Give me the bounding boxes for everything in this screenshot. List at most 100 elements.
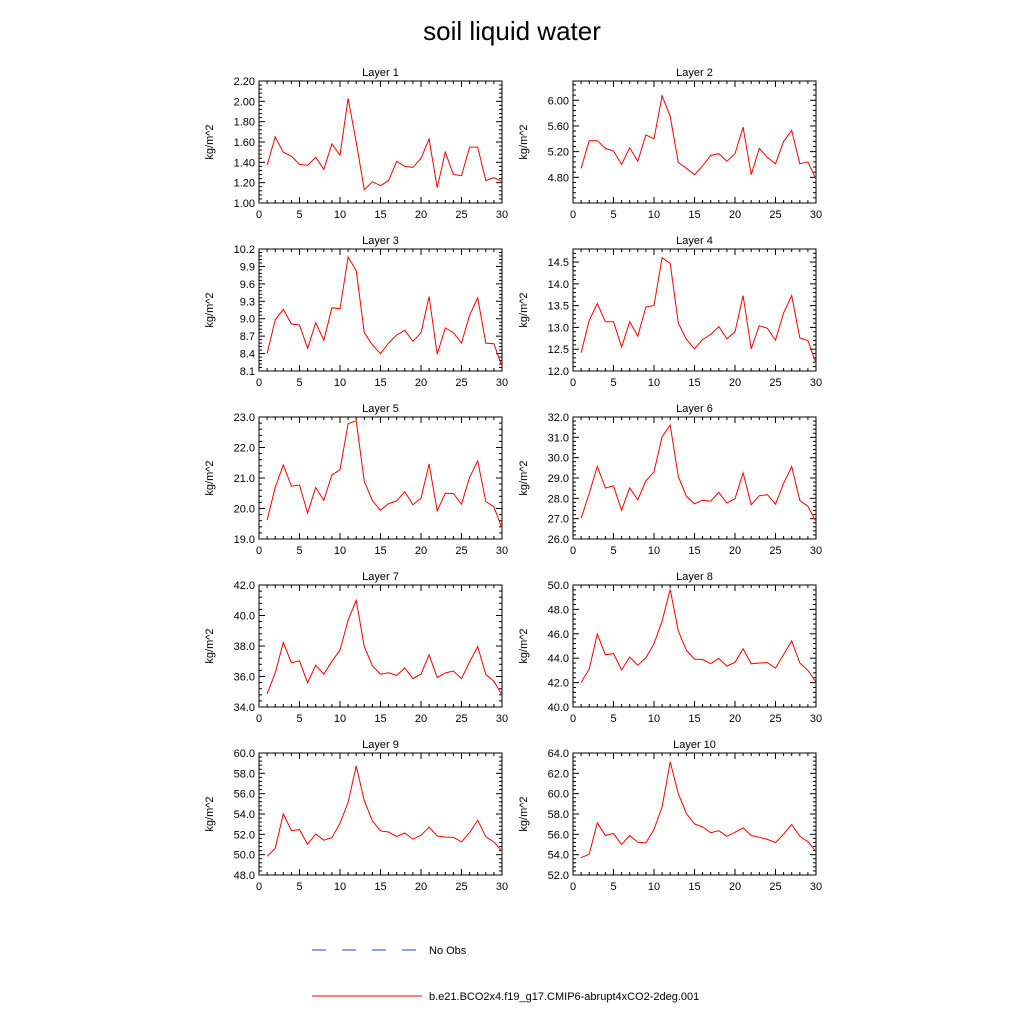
data-point	[453, 174, 455, 176]
data-point	[718, 153, 720, 155]
data-point	[355, 765, 357, 767]
data-point	[274, 319, 276, 321]
y-tick-label: 64.0	[548, 748, 569, 760]
chart-panel-layer-5: Layer 5 kg/m^2 0 5 10 15 20 25 30 19.0 20.0 21.0 22.…	[204, 403, 508, 557]
x-tick-label: 25	[455, 209, 467, 221]
y-tick-label: 5.20	[548, 147, 569, 159]
data-point	[436, 353, 438, 355]
plot-frame	[258, 80, 503, 204]
data-point	[355, 420, 357, 422]
data-point	[799, 662, 801, 664]
data-point	[485, 180, 487, 182]
data-point	[629, 487, 631, 489]
data-point	[815, 362, 817, 364]
data-point	[372, 665, 374, 667]
data-point	[355, 270, 357, 272]
data-point	[588, 853, 590, 855]
x-tick-label: 5	[610, 377, 616, 389]
data-point	[629, 321, 631, 323]
data-point	[380, 353, 382, 355]
data-point	[791, 466, 793, 468]
data-point	[347, 802, 349, 804]
data-point	[347, 619, 349, 621]
data-point	[726, 836, 728, 838]
data-point	[436, 835, 438, 837]
y-axis-label: kg/m^2	[204, 124, 216, 159]
data-point	[339, 308, 341, 310]
data-point	[669, 589, 671, 591]
data-point	[645, 480, 647, 482]
x-tick-label: 5	[610, 545, 616, 557]
data-point	[605, 487, 607, 489]
x-tick-label: 25	[455, 881, 467, 893]
data-point	[621, 164, 623, 166]
data-point	[315, 157, 317, 159]
y-tick-label: 58.0	[548, 809, 569, 821]
data-point	[485, 342, 487, 344]
panel-title: Layer 9	[362, 739, 399, 751]
data-point	[436, 510, 438, 512]
series-line-layer-9	[266, 765, 503, 857]
x-tick-label: 10	[334, 545, 346, 557]
data-point	[364, 332, 366, 334]
x-tick-label: 5	[610, 713, 616, 725]
figure-title: soil liquid water	[423, 16, 601, 46]
y-tick-label: 22.0	[234, 443, 255, 455]
data-point	[613, 833, 615, 835]
data-point	[307, 348, 309, 350]
x-tick-label: 10	[334, 713, 346, 725]
data-point	[791, 640, 793, 642]
data-point	[645, 306, 647, 308]
data-point	[661, 620, 663, 622]
data-point	[283, 813, 285, 815]
x-tick-label: 30	[496, 881, 508, 893]
data-point	[477, 297, 479, 299]
data-point	[759, 148, 761, 150]
series-line-layer-6	[580, 423, 817, 522]
data-point	[775, 503, 777, 505]
y-tick-label: 1.00	[234, 198, 255, 210]
data-point	[388, 672, 390, 674]
y-tick-label: 14.5	[548, 257, 569, 269]
x-tick-label: 20	[729, 209, 741, 221]
data-point	[412, 504, 414, 506]
plot-frame	[258, 248, 503, 372]
data-point	[283, 642, 285, 644]
data-point	[661, 436, 663, 438]
data-point	[702, 826, 704, 828]
data-point	[767, 328, 769, 330]
y-tick-label: 30.0	[548, 453, 569, 465]
data-point	[493, 841, 495, 843]
data-point	[645, 842, 647, 844]
x-tick-label: 0	[256, 881, 262, 893]
plot-frame	[258, 416, 503, 540]
data-point	[461, 175, 463, 177]
data-point	[807, 161, 809, 163]
x-tick-label: 30	[810, 209, 822, 221]
data-point	[669, 761, 671, 763]
panel-title: Layer 8	[676, 571, 713, 583]
y-tick-label: 12.0	[548, 366, 569, 378]
x-tick-label: 20	[415, 881, 427, 893]
data-point	[453, 493, 455, 495]
data-point	[661, 95, 663, 97]
data-point	[686, 650, 688, 652]
data-point	[469, 146, 471, 148]
x-tick-label: 5	[296, 377, 302, 389]
data-point	[783, 312, 785, 314]
data-point	[580, 857, 582, 859]
legend-model-label: b.e21.BCO2x4.f19_g17.CMIP6-abrupt4xCO2-2…	[429, 991, 699, 1003]
data-point	[453, 332, 455, 334]
data-point	[420, 332, 422, 334]
x-tick-label: 0	[570, 209, 576, 221]
y-tick-label: 2.20	[234, 76, 255, 88]
y-tick-label: 27.0	[548, 514, 569, 526]
data-point	[469, 477, 471, 479]
data-point	[396, 675, 398, 677]
data-point	[420, 158, 422, 160]
x-tick-label: 20	[415, 545, 427, 557]
data-point	[274, 672, 276, 674]
chart-panel-layer-7: Layer 7 kg/m^2 0 5 10 15 20 25 30 34.0 36.0 38.0 40.…	[204, 571, 508, 725]
x-tick-label: 5	[610, 881, 616, 893]
data-point	[621, 510, 623, 512]
